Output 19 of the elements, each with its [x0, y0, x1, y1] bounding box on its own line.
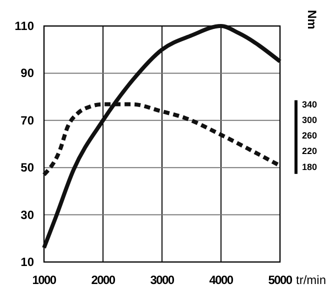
- y2-tick-label: 300: [302, 114, 318, 125]
- x-axis-title: tr/min: [296, 273, 326, 287]
- y-tick-label: 90: [20, 66, 34, 80]
- y-tick-label: 30: [20, 208, 34, 222]
- y-tick-label: 50: [20, 160, 34, 175]
- line-series: [42, 24, 282, 250]
- x-tick-label: 4000: [209, 273, 234, 287]
- y2-tick-label: 260: [302, 130, 318, 141]
- y-tick-label: 70: [20, 113, 34, 128]
- y-tick-label: 10: [20, 255, 34, 269]
- x-tick-label: 3000: [150, 273, 175, 287]
- y2-axis-title: Nm: [305, 10, 319, 30]
- y2-tick-label: 220: [302, 146, 318, 156]
- x-tick-label: 2000: [91, 273, 116, 287]
- x-tick-label: 5000: [268, 273, 293, 287]
- y2-tick-label: 180: [302, 162, 318, 172]
- y-tick-label: 110: [14, 19, 34, 33]
- y2-tick-label: 340: [302, 99, 318, 110]
- x-tick-label: 1000: [32, 273, 57, 287]
